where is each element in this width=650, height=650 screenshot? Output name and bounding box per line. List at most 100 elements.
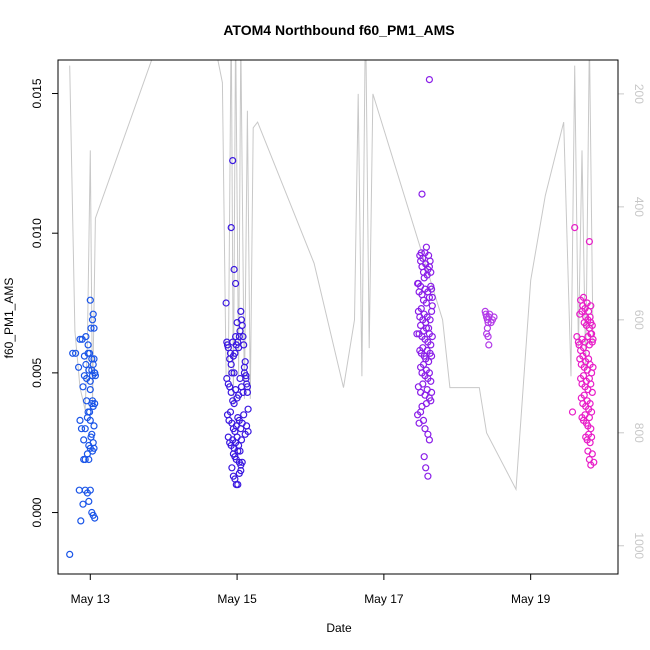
data-point: [85, 366, 93, 374]
data-point: [230, 265, 238, 274]
data-point: [237, 307, 245, 315]
chart-title: ATOM4 Northbound f60_PM1_AMS: [223, 22, 454, 38]
data-point: [87, 324, 95, 332]
data-point: [422, 299, 430, 307]
data-point: [80, 436, 88, 444]
data-point: [85, 455, 93, 464]
data-point: [91, 400, 99, 408]
data-point: [236, 374, 244, 383]
data-point: [84, 341, 92, 349]
data-point: [428, 388, 436, 396]
data-point: [428, 333, 436, 341]
data-point: [426, 257, 434, 265]
data-point: [587, 433, 596, 441]
data-point: [228, 464, 236, 472]
data-point: [588, 321, 596, 329]
data-point: [427, 268, 435, 276]
data-point: [585, 414, 594, 422]
plot-frame: [57, 59, 619, 575]
data-point: [81, 425, 89, 433]
data-point: [588, 338, 596, 346]
data-point: [243, 383, 251, 391]
data-point: [66, 550, 74, 559]
data-point: [71, 349, 80, 357]
data-point: [427, 282, 435, 290]
data-point: [76, 335, 84, 343]
data-point: [69, 349, 77, 357]
data-point: [79, 383, 87, 391]
data-point: [91, 369, 99, 377]
data-point: [428, 307, 436, 315]
data-point: [426, 316, 434, 324]
data-point: [238, 458, 246, 466]
data-point: [568, 408, 577, 416]
data-point: [85, 497, 93, 505]
data-point: [586, 400, 594, 408]
data-point: [86, 296, 94, 304]
data-point: [485, 341, 493, 349]
data-point: [86, 486, 94, 494]
data-point: [84, 349, 92, 357]
data-point: [419, 380, 427, 388]
data-point: [571, 224, 579, 232]
secondary-y-tick-label: 600: [632, 310, 646, 330]
secondary-y-tick-label: 200: [632, 84, 646, 104]
data-point: [227, 360, 235, 369]
data-point: [244, 427, 252, 436]
data-point: [589, 363, 597, 371]
data-point: [91, 372, 100, 380]
data-point: [239, 388, 247, 396]
data-point: [232, 386, 240, 394]
data-point: [222, 299, 230, 307]
data-point: [425, 436, 433, 444]
data-point: [228, 369, 236, 377]
data-point: [427, 377, 435, 385]
x-axis-label: Date: [326, 621, 352, 635]
data-point: [237, 436, 246, 444]
x-tick-label: May 15: [217, 592, 257, 606]
data-point: [580, 391, 588, 399]
data-point: [86, 386, 94, 394]
data-point: [427, 397, 435, 405]
axes-layer: May 13 May 15 May 17 May 19 0.000 0.005 0.010 0…: [30, 78, 646, 606]
data-point: [231, 349, 239, 357]
data-point: [86, 444, 94, 452]
data-point: [241, 358, 249, 366]
x-tick-label: May 19: [511, 592, 551, 606]
data-point: [237, 467, 245, 475]
data-point: [240, 341, 248, 349]
data-point: [77, 425, 86, 433]
x-tick-label: May 17: [364, 592, 404, 606]
data-point: [88, 430, 96, 438]
altitude-line-layer: [69, 60, 594, 492]
data-point: [587, 302, 595, 310]
data-point: [226, 408, 235, 416]
data-point: [484, 333, 492, 341]
secondary-y-tick-label: 800: [632, 423, 646, 443]
data-point: [427, 341, 435, 349]
data-point: [425, 369, 433, 377]
data-point: [90, 324, 98, 332]
data-point: [420, 453, 428, 461]
data-point: [428, 352, 436, 360]
data-point: [239, 333, 247, 341]
data-point: [490, 313, 498, 321]
data-point: [483, 324, 491, 332]
altitude-line: [69, 60, 594, 492]
data-point: [587, 380, 595, 388]
data-point: [421, 425, 429, 433]
data-point: [227, 224, 235, 232]
data-point: [579, 293, 588, 301]
data-points-layer: [66, 75, 598, 559]
data-point: [229, 157, 237, 165]
data-point: [86, 377, 94, 385]
y-tick-label: 0.015: [30, 78, 44, 108]
data-point: [419, 360, 428, 369]
data-point: [425, 75, 433, 84]
data-point: [418, 190, 426, 198]
data-point: [230, 400, 238, 408]
y-tick-label: 0.010: [30, 218, 44, 248]
data-point: [244, 405, 252, 413]
data-point: [90, 422, 98, 430]
data-point: [425, 293, 433, 301]
